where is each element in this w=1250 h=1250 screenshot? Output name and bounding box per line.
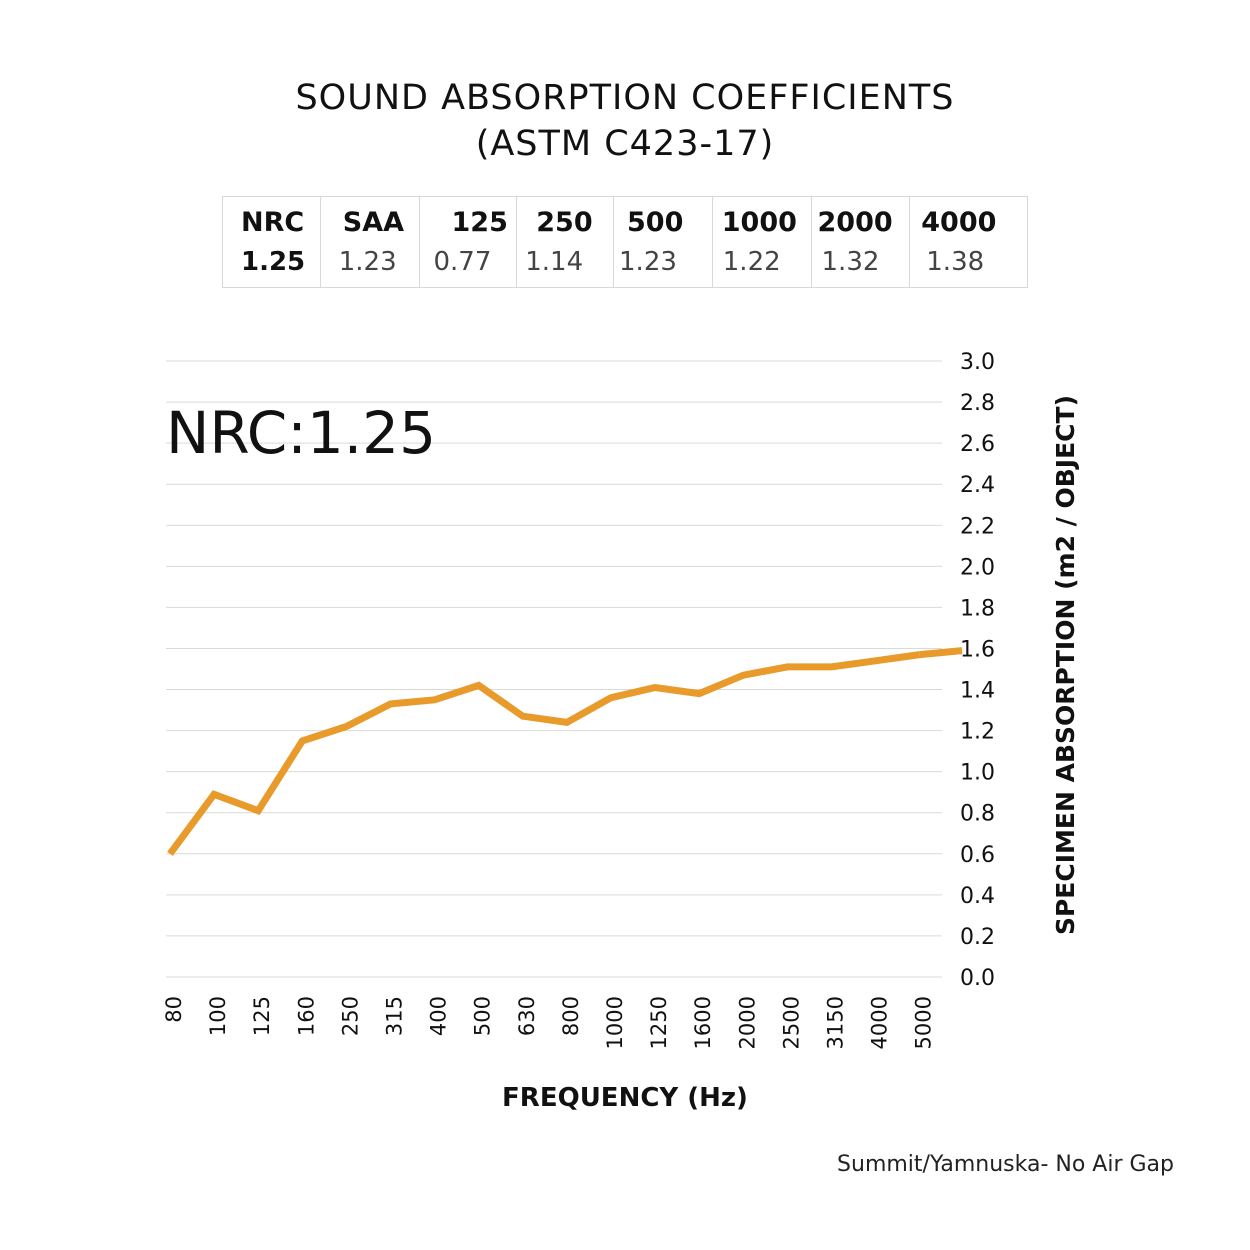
chart-title-line-2: (ASTM C423-17) [475, 124, 775, 164]
x-tick-label: 4000 [868, 996, 892, 1049]
x-tick-label: 100 [206, 996, 230, 1036]
coefficients-header: 125 [451, 207, 508, 238]
coefficients-header: 4000 [921, 207, 997, 238]
x-tick-label: 160 [294, 996, 318, 1036]
coefficients-header: 500 [627, 207, 684, 238]
x-tick-label: 125 [250, 996, 274, 1036]
chart-title-line-1: SOUND ABSORPTION COEFFICIENTS [295, 78, 955, 118]
coefficients-column-1000: 1000 1.22 [713, 197, 812, 287]
x-tick-label: 500 [471, 996, 495, 1036]
y-tick-label: 0.2 [960, 925, 995, 950]
series-line [167, 651, 921, 856]
x-tick-labels: 80 100 125 160 250 315 400 500 630 800 1000 1250 160… [162, 996, 936, 1049]
x-tick-label: 5000 [912, 996, 936, 1049]
x-tick-label: 315 [383, 996, 407, 1036]
series-line-end [919, 647, 963, 659]
x-axis-label: FREQUENCY (Hz) [502, 1083, 748, 1113]
coefficients-column-500: 500 1.23 [614, 197, 713, 287]
y-tick-label: 1.6 [960, 637, 995, 662]
y-tick-label: 1.4 [960, 679, 995, 704]
coefficients-value: 1.32 [821, 247, 880, 277]
coefficients-column-nrc: NRC 1.25 [223, 197, 321, 287]
y-tick-label: 0.4 [960, 884, 995, 909]
coefficients-column-4000: 4000 1.38 [910, 197, 1027, 287]
x-tick-label: 1000 [603, 996, 627, 1049]
coefficients-value: 1.23 [619, 247, 677, 277]
y-tick-label: 1.0 [960, 761, 995, 786]
y-tick-label: 3.0 [960, 350, 995, 375]
coefficients-column-2000: 2000 1.32 [812, 197, 911, 287]
coefficients-table: NRC 1.25 SAA 1.23 125 0.77 250 1.14 500 … [222, 196, 1028, 288]
coefficients-value: 1.38 [926, 247, 985, 277]
x-tick-label: 2000 [735, 996, 759, 1049]
y-tick-labels: 0.0 0.2 0.4 0.6 0.8 1.0 1.2 1.4 1.6 1.8 2.0 2.2 2.4 2… [960, 350, 995, 991]
coefficients-value: 1.25 [241, 247, 306, 277]
y-tick-label: 2.0 [960, 555, 995, 580]
x-tick-label: 250 [338, 996, 362, 1036]
x-tick-label: 1600 [691, 996, 715, 1049]
x-tick-label: 400 [427, 996, 451, 1036]
coefficients-header: 1000 [721, 207, 797, 238]
y-tick-label: 0.6 [960, 843, 995, 868]
coefficients-header: SAA [342, 207, 404, 238]
coefficients-value: 1.22 [722, 247, 781, 277]
coefficients-value: 0.77 [433, 247, 492, 277]
y-tick-label: 0.0 [960, 966, 995, 991]
y-tick-label: 2.4 [960, 473, 995, 498]
coefficients-value: 1.23 [338, 247, 397, 277]
coefficients-column-125: 125 0.77 [420, 197, 518, 287]
y-tick-label: 2.6 [960, 432, 995, 457]
y-tick-label: 2.8 [960, 391, 995, 416]
y-tick-label: 2.2 [960, 514, 995, 539]
y-tick-label: 1.2 [960, 720, 995, 745]
footer-note: Summit/Yamnuska- No Air Gap [837, 1152, 1174, 1177]
x-tick-label: 2500 [779, 996, 803, 1049]
y-tick-label: 0.8 [960, 802, 995, 827]
coefficients-header: NRC [241, 207, 305, 238]
coefficients-header: 250 [536, 207, 593, 238]
grid-lines [166, 360, 942, 978]
coefficients-value: 1.14 [525, 247, 584, 277]
y-axis-label: SPECIMEN ABSORPTION (m2 / OBJECT) [1051, 395, 1080, 935]
series-layer [167, 647, 963, 856]
x-tick-label: 80 [162, 996, 186, 1023]
x-tick-label: 1250 [647, 996, 671, 1049]
coefficients-column-saa: SAA 1.23 [321, 197, 420, 287]
coefficients-header: 2000 [817, 207, 893, 238]
y-tick-label: 1.8 [960, 596, 995, 621]
x-tick-label: 3150 [824, 996, 848, 1049]
coefficients-column-250: 250 1.14 [517, 197, 615, 287]
x-tick-label: 630 [515, 996, 539, 1036]
nrc-annotation: NRC:1.25 [166, 399, 436, 467]
x-tick-label: 800 [559, 996, 583, 1036]
